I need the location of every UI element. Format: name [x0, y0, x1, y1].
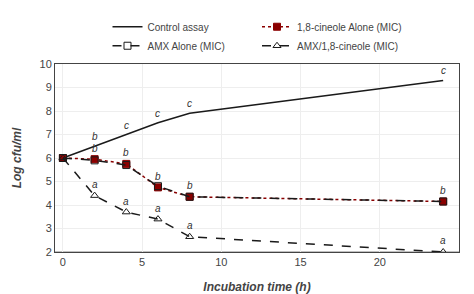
svg-text:c: c	[124, 120, 129, 131]
svg-text:2: 2	[46, 246, 52, 258]
svg-text:15: 15	[294, 256, 306, 268]
svg-text:3: 3	[46, 222, 52, 234]
svg-text:c: c	[155, 108, 160, 119]
svg-text:5: 5	[46, 175, 52, 187]
svg-text:5: 5	[139, 256, 145, 268]
svg-text:AMX/1,8-cineole (MIC): AMX/1,8-cineole (MIC)	[297, 41, 398, 52]
svg-text:6: 6	[46, 152, 52, 164]
svg-text:b: b	[155, 171, 161, 182]
svg-text:b: b	[440, 185, 446, 196]
svg-text:b: b	[187, 180, 193, 191]
svg-text:0: 0	[60, 256, 66, 268]
svg-text:AMX Alone (MIC): AMX Alone (MIC)	[148, 41, 225, 52]
svg-text:c: c	[187, 98, 192, 109]
svg-text:9: 9	[46, 81, 52, 93]
svg-text:10: 10	[40, 58, 52, 70]
svg-text:a: a	[123, 196, 129, 207]
svg-text:Incubation time (h): Incubation time (h)	[203, 280, 310, 294]
svg-text:c: c	[441, 65, 446, 76]
svg-text:b: b	[92, 131, 98, 142]
svg-text:Log cfu/ml: Log cfu/ml	[10, 127, 24, 188]
svg-text:8: 8	[46, 105, 52, 117]
svg-text:1,8-cineole Alone (MIC): 1,8-cineole Alone (MIC)	[297, 22, 402, 33]
svg-text:7: 7	[46, 128, 52, 140]
svg-text:20: 20	[374, 256, 386, 268]
svg-text:Control assay: Control assay	[148, 22, 209, 33]
svg-text:a: a	[440, 235, 446, 246]
svg-text:a: a	[155, 203, 161, 214]
svg-text:b: b	[123, 147, 129, 158]
svg-text:4: 4	[46, 199, 52, 211]
svg-text:b: b	[92, 143, 98, 154]
svg-text:a: a	[187, 220, 193, 231]
svg-text:10: 10	[215, 256, 227, 268]
svg-text:a: a	[92, 179, 98, 190]
